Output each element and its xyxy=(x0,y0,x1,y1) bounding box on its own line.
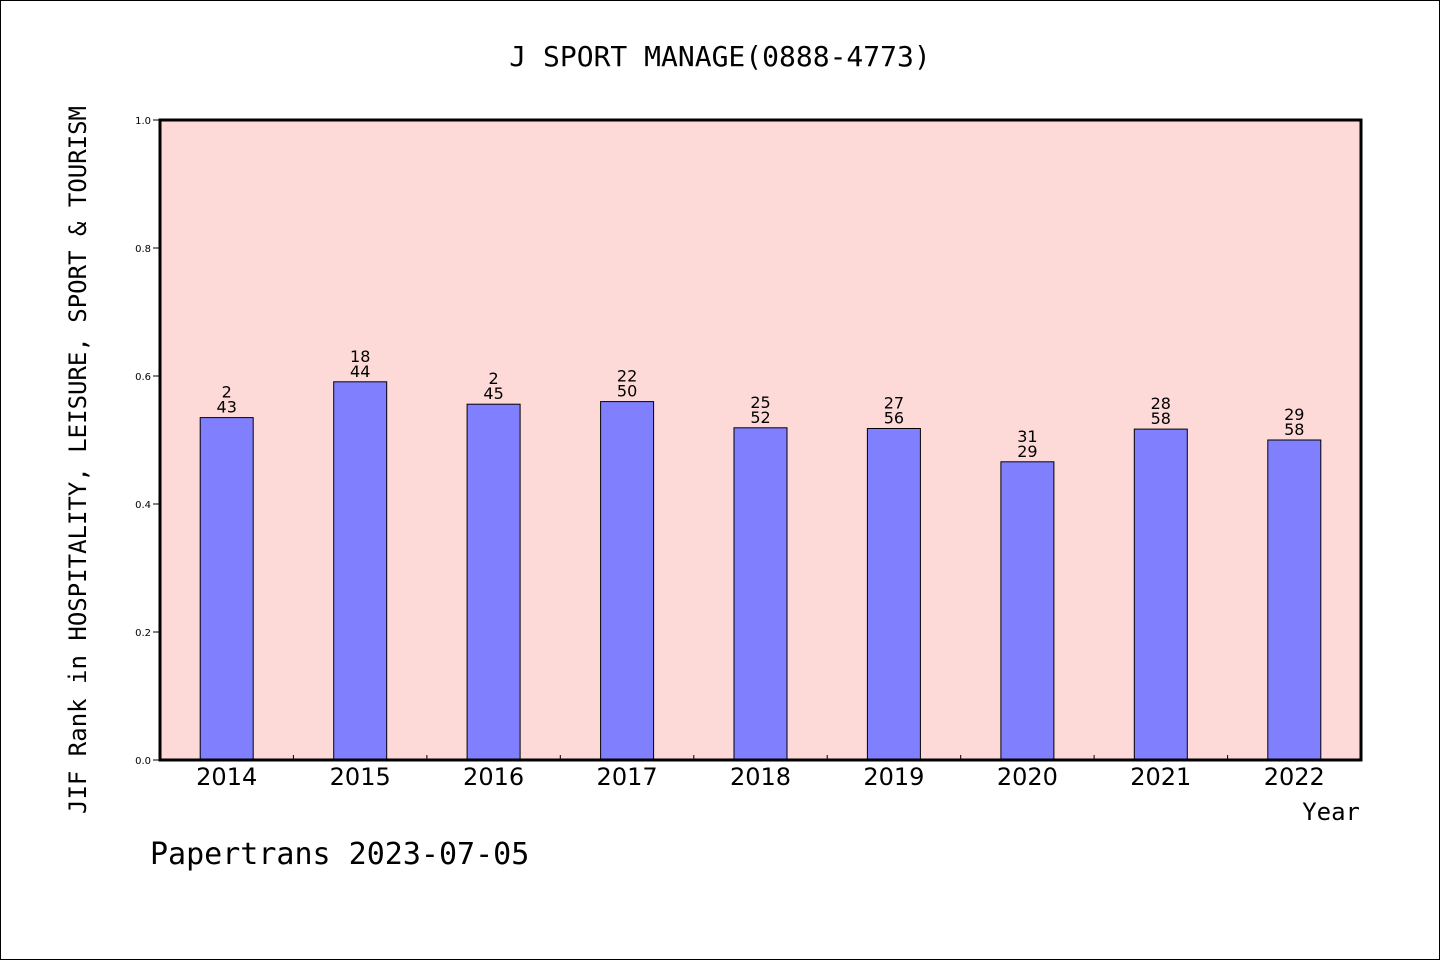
bar-label-bottom-2014: 43 xyxy=(217,398,237,417)
bar-2015 xyxy=(333,381,388,761)
bar-label-bottom-2015: 44 xyxy=(350,362,370,381)
bar-2014 xyxy=(199,417,254,761)
bar-2018 xyxy=(733,427,788,761)
x-tick-label-2019: 2019 xyxy=(863,763,924,791)
bars-layer xyxy=(199,381,1322,761)
bar-2017 xyxy=(600,401,655,761)
plot-border xyxy=(158,118,1363,762)
x-tick-label-2016: 2016 xyxy=(463,763,524,791)
x-tick-label-2020: 2020 xyxy=(997,763,1058,791)
x-tick-label-2014: 2014 xyxy=(196,763,257,791)
bar-label-top-2022: 29 xyxy=(1284,405,1304,424)
y-axis-ticks: 0.0 0.2 0.4 0.6 0.8 1.0 xyxy=(135,116,160,767)
bar-2016 xyxy=(466,403,521,761)
bar-label-bottom-2016: 45 xyxy=(483,384,503,403)
bar-label-top-2021: 28 xyxy=(1151,394,1171,413)
bar-2019 xyxy=(866,428,921,761)
chart-title: J SPORT MANAGE(0888-4773) xyxy=(509,40,930,73)
y-tick-label-0.2: 0.2 xyxy=(135,628,151,639)
x-tick-label-2017: 2017 xyxy=(597,763,658,791)
bar-label-bottom-2017: 50 xyxy=(617,382,637,401)
bar-label-top-2018: 25 xyxy=(750,393,770,412)
bar-label-bottom-2019: 56 xyxy=(884,409,904,428)
bar-label-top-2020: 31 xyxy=(1017,427,1037,446)
x-axis-ticks: 2014 2015 2016 2017 2018 2019 2020 2021 2022 xyxy=(196,755,1325,791)
y-tick-label-0.4: 0.4 xyxy=(135,500,151,511)
bar-label-top-2017: 22 xyxy=(617,367,637,386)
bar-label-top-2016: 2 xyxy=(489,369,499,388)
y-tick-label-1.0: 1.0 xyxy=(135,116,151,127)
x-tick-label-2021: 2021 xyxy=(1130,763,1191,791)
x-tick-label-2015: 2015 xyxy=(330,763,391,791)
x-tick-label-2018: 2018 xyxy=(730,763,791,791)
x-axis-label: Year xyxy=(1302,798,1360,826)
footer-credit: Papertrans 2023-07-05 xyxy=(150,837,529,872)
y-axis-label: JIF Rank in HOSPITALITY, LEISURE, SPORT … xyxy=(64,106,92,814)
bar-2020 xyxy=(1000,461,1055,761)
y-tick-label-0.0: 0.0 xyxy=(135,756,151,767)
bar-label-bottom-2018: 52 xyxy=(750,408,770,427)
bar-label-top-2019: 27 xyxy=(884,394,904,413)
y-tick-label-0.8: 0.8 xyxy=(135,244,151,255)
bar-2021 xyxy=(1133,428,1188,761)
bar-label-top-2014: 2 xyxy=(222,383,232,402)
bar-label-bottom-2021: 58 xyxy=(1151,409,1171,428)
x-tick-label-2022: 2022 xyxy=(1264,763,1325,791)
bar-label-bottom-2020: 29 xyxy=(1017,442,1037,461)
bar-2022 xyxy=(1267,439,1322,761)
bar-label-top-2015: 18 xyxy=(350,347,370,366)
bar-label-bottom-2022: 58 xyxy=(1284,420,1304,439)
y-tick-label-0.6: 0.6 xyxy=(135,372,151,383)
